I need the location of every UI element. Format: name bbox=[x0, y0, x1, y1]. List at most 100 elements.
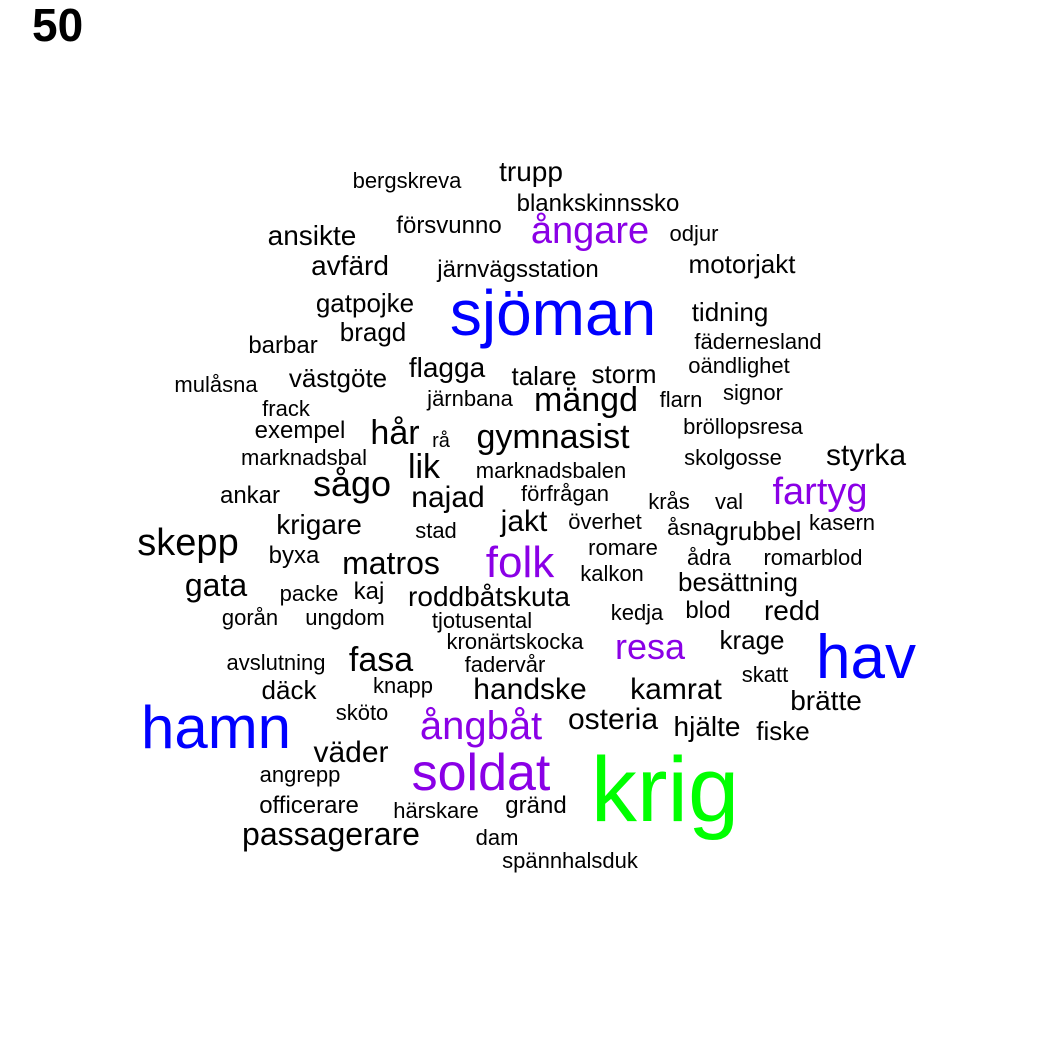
word-5: ångbåt bbox=[419, 704, 543, 748]
word-47: najad bbox=[411, 481, 485, 514]
word-30: signor bbox=[723, 380, 783, 405]
word-43: lik bbox=[407, 448, 441, 486]
word-31: järnbana bbox=[427, 386, 513, 411]
word-90: fiske bbox=[756, 716, 810, 746]
word-12: blankskinnssko bbox=[516, 190, 680, 217]
word-61: matros bbox=[342, 545, 440, 581]
word-65: gata bbox=[184, 567, 248, 603]
word-85: kamrat bbox=[630, 673, 722, 706]
word-53: överhet bbox=[568, 509, 642, 534]
word-77: kronärtskocka bbox=[446, 629, 584, 654]
word-1: sjöman bbox=[449, 277, 657, 349]
word-6: folk bbox=[485, 538, 555, 587]
word-38: rå bbox=[432, 430, 450, 452]
word-64: kalkon bbox=[580, 561, 644, 586]
word-29: mulåsna bbox=[174, 372, 258, 397]
word-46: ankar bbox=[219, 482, 281, 509]
word-95: härskare bbox=[393, 798, 479, 823]
word-75: tjotusental bbox=[431, 608, 533, 633]
word-15: ansikte bbox=[267, 220, 357, 251]
word-68: kaj bbox=[353, 578, 385, 605]
word-39: gymnasist bbox=[476, 418, 630, 456]
word-66: besättning bbox=[678, 567, 798, 597]
word-34: frack bbox=[262, 396, 310, 421]
word-83: knapp bbox=[373, 673, 433, 698]
word-88: osteria bbox=[567, 703, 659, 736]
word-32: mängd bbox=[534, 381, 638, 419]
word-22: barbar bbox=[248, 332, 318, 359]
word-21: bragd bbox=[339, 317, 407, 347]
word-63: romarblod bbox=[763, 545, 863, 570]
word-45: sågo bbox=[312, 463, 392, 504]
word-49: krås bbox=[648, 489, 690, 514]
word-9: resa bbox=[614, 626, 686, 667]
word-55: grubbel bbox=[714, 516, 802, 546]
word-2: hav bbox=[816, 623, 916, 692]
word-0: krig bbox=[590, 739, 740, 841]
word-84: handske bbox=[473, 673, 587, 706]
word-27: storm bbox=[591, 359, 657, 389]
word-14: odjur bbox=[669, 221, 719, 246]
word-82: däck bbox=[261, 675, 317, 705]
word-17: järnvägsstation bbox=[437, 256, 599, 283]
word-41: skolgosse bbox=[684, 445, 782, 470]
word-60: byxa bbox=[268, 542, 320, 569]
word-96: passagerare bbox=[242, 816, 420, 852]
word-79: fasa bbox=[348, 641, 414, 679]
word-89: hjälte bbox=[673, 711, 741, 742]
word-19: gatpojke bbox=[315, 288, 415, 318]
word-36: exempel bbox=[254, 417, 346, 444]
word-48: förfrågan bbox=[520, 481, 610, 506]
word-59: romare bbox=[588, 535, 658, 560]
word-8: fartyg bbox=[772, 471, 868, 513]
word-97: dam bbox=[475, 825, 519, 850]
word-67: packe bbox=[279, 581, 339, 606]
word-58: skepp bbox=[137, 522, 239, 564]
word-98: spännhalsduk bbox=[502, 848, 638, 873]
word-35: bröllopsresa bbox=[683, 414, 803, 439]
word-92: angrepp bbox=[259, 762, 341, 787]
word-11: bergskreva bbox=[352, 168, 462, 193]
page-number: 50 bbox=[32, 0, 84, 51]
word-13: försvunno bbox=[396, 212, 502, 239]
word-56: kasern bbox=[808, 510, 876, 535]
word-7: ångare bbox=[530, 210, 650, 252]
word-3: hamn bbox=[140, 694, 292, 761]
word-62: ådra bbox=[686, 545, 732, 570]
word-72: kedja bbox=[610, 600, 664, 625]
word-18: motorjakt bbox=[688, 249, 796, 279]
word-23: fädernesland bbox=[694, 329, 822, 354]
word-94: gränd bbox=[505, 792, 567, 819]
word-73: gorån bbox=[221, 605, 279, 630]
word-93: officerare bbox=[259, 792, 359, 819]
word-26: talare bbox=[511, 361, 577, 391]
word-16: avfärd bbox=[311, 250, 389, 281]
word-81: skatt bbox=[741, 662, 789, 687]
word-52: jakt bbox=[500, 505, 548, 538]
word-76: krage bbox=[719, 625, 785, 655]
word-33: flarn bbox=[659, 387, 703, 412]
word-54: åsna bbox=[667, 515, 715, 540]
word-20: tidning bbox=[691, 297, 769, 327]
word-42: styrka bbox=[825, 439, 907, 472]
word-25: oändlighet bbox=[688, 353, 790, 378]
word-74: ungdom bbox=[305, 605, 385, 630]
word-37: hår bbox=[370, 414, 420, 452]
word-71: redd bbox=[763, 595, 821, 626]
word-28: västgöte bbox=[288, 363, 388, 393]
word-57: stad bbox=[415, 518, 457, 543]
word-40: marknadsbal bbox=[241, 445, 367, 470]
word-80: fadervår bbox=[464, 652, 546, 677]
word-91: väder bbox=[313, 736, 389, 769]
word-87: sköto bbox=[335, 700, 389, 725]
word-51: krigare bbox=[276, 509, 362, 540]
word-70: blod bbox=[685, 597, 731, 624]
word-69: roddbåtskuta bbox=[408, 581, 570, 612]
word-78: avslutning bbox=[226, 650, 326, 675]
word-10: trupp bbox=[499, 156, 563, 187]
word-50: val bbox=[714, 489, 744, 514]
word-4: soldat bbox=[411, 744, 551, 802]
word-44: marknadsbalen bbox=[475, 458, 627, 483]
word-24: flagga bbox=[408, 352, 486, 383]
